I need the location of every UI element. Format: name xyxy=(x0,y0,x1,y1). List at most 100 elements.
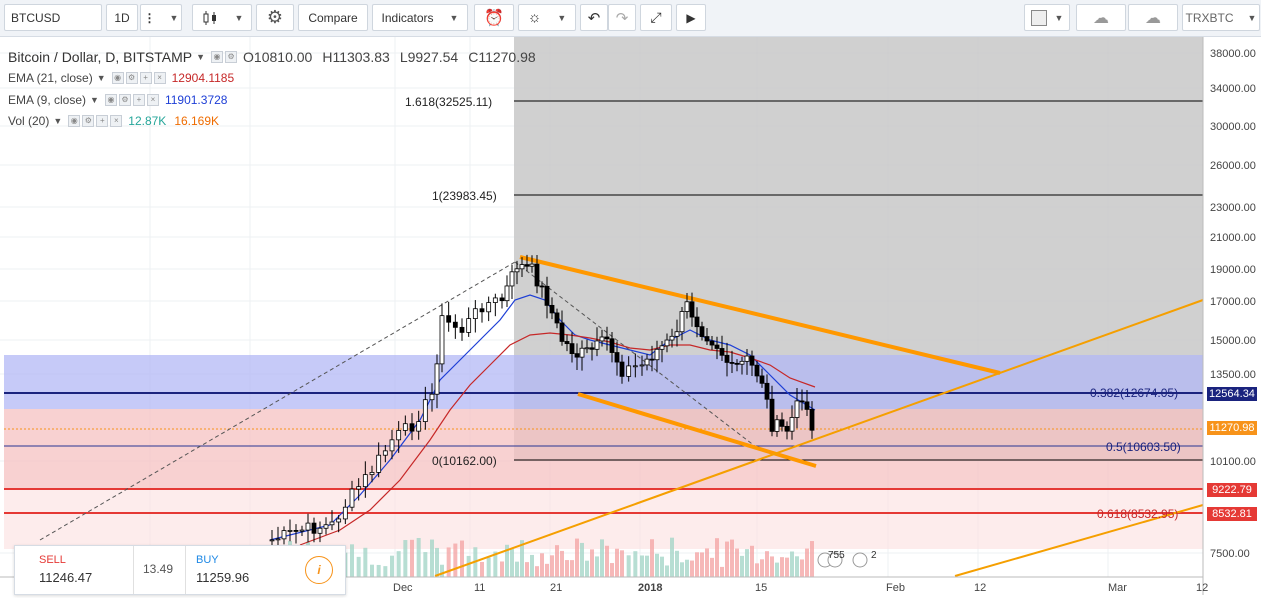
candle-body xyxy=(534,263,540,287)
gear-icon[interactable]: ⚙ xyxy=(125,72,138,84)
volume-bar xyxy=(785,557,789,577)
price-tick-label: 23000.00 xyxy=(1210,202,1256,214)
replay-button[interactable]: ▶ xyxy=(676,4,706,31)
settings-button[interactable]: ⚙ xyxy=(256,4,294,31)
plus-icon[interactable]: + xyxy=(132,94,145,106)
ema9-buttons[interactable]: ◉ ⚙ + × xyxy=(104,94,159,106)
candle-body xyxy=(714,344,720,349)
event-count-2: 2 xyxy=(871,550,877,561)
chevron-down-icon: ▼ xyxy=(1247,12,1257,23)
candle-body xyxy=(659,345,665,350)
volume-bar xyxy=(555,545,559,577)
interval-button[interactable]: 1D xyxy=(106,4,138,31)
volume-bar xyxy=(810,541,814,577)
compare-button[interactable]: Compare xyxy=(298,4,368,31)
buy-label: BUY xyxy=(196,554,219,566)
close-icon[interactable]: × xyxy=(110,115,123,127)
watchlist-symbol-button[interactable]: TRXBTC ▼ xyxy=(1182,4,1260,31)
symbol-title: Bitcoin / Dollar, D, BITSTAMP xyxy=(8,49,193,65)
indicators-label: Indicators xyxy=(381,10,434,25)
volume-bar xyxy=(690,560,694,577)
candle-body xyxy=(486,302,492,313)
volume-bar xyxy=(626,555,631,577)
candle-body xyxy=(544,285,550,306)
candle-body xyxy=(422,399,428,422)
candle-body xyxy=(619,361,625,377)
indicators-button[interactable]: Indicators ▼ xyxy=(372,4,468,31)
volume-bar xyxy=(790,551,794,577)
sell-button[interactable]: SELL 11246.47 xyxy=(15,546,134,594)
close-icon[interactable]: × xyxy=(153,72,166,84)
legend-buttons[interactable]: ◉ ⚙ xyxy=(211,51,238,63)
alert-button[interactable]: ⏰ xyxy=(474,4,514,31)
candle-body xyxy=(514,268,520,273)
symbol-search-input[interactable]: BTCUSD xyxy=(4,4,102,31)
candle-body xyxy=(389,439,395,452)
price-tick-label: 13500.00 xyxy=(1210,369,1256,381)
candle-body xyxy=(299,529,305,532)
symbol-text: BTCUSD xyxy=(11,10,61,25)
gear-icon[interactable]: ⚙ xyxy=(225,51,238,63)
chart-type-button[interactable]: ▼ xyxy=(192,4,252,31)
load-layout-button[interactable]: ☁ xyxy=(1076,4,1126,31)
candle-body xyxy=(779,419,785,427)
price-tick-label: 19000.00 xyxy=(1210,264,1256,276)
ema9-label: EMA (9, close) xyxy=(8,93,87,107)
close-icon[interactable]: × xyxy=(146,94,159,106)
volume-buttons[interactable]: ◉ ⚙ + × xyxy=(68,115,123,127)
info-button[interactable]: i xyxy=(305,556,333,584)
time-tick-label: 12 xyxy=(1196,582,1208,594)
compare-label: Compare xyxy=(308,10,358,25)
plus-icon[interactable]: + xyxy=(139,72,152,84)
candle-body xyxy=(809,408,815,431)
save-layout-button[interactable]: ☁ xyxy=(1128,4,1178,31)
volume-bar xyxy=(376,564,381,577)
eye-icon[interactable]: ◉ xyxy=(104,94,117,106)
candle-body xyxy=(524,264,530,267)
candle-body xyxy=(429,393,435,401)
volume-bar xyxy=(530,554,534,577)
cloud-upload-icon: ☁ xyxy=(1145,9,1161,27)
undo-button[interactable]: ↶ xyxy=(580,4,608,31)
gear-icon[interactable]: ⚙ xyxy=(118,94,131,106)
candle-body xyxy=(509,271,515,287)
volume-value-1: 12.87K xyxy=(128,114,167,128)
info-icon: i xyxy=(317,563,321,577)
layout-button[interactable]: ▼ xyxy=(1024,4,1070,31)
interval-dropdown[interactable]: ⋮ ▼ xyxy=(140,4,182,31)
price-chart[interactable]: 1.618(32525.11) 1(23983.45) 0(10162.00) 0.3… xyxy=(0,37,1261,595)
volume-bar xyxy=(410,539,414,577)
gear-icon[interactable]: ⚙ xyxy=(82,115,95,127)
eye-icon[interactable]: ◉ xyxy=(111,72,124,84)
redo-button[interactable]: ↷ xyxy=(608,4,636,31)
chevron-down-icon: ▼ xyxy=(90,95,99,105)
volume-bar xyxy=(805,548,809,577)
volume-bar xyxy=(750,545,754,577)
candle-body xyxy=(342,506,348,520)
candle-body xyxy=(287,530,293,532)
candle-body xyxy=(459,326,465,333)
eye-icon[interactable]: ◉ xyxy=(68,115,81,127)
candle-body xyxy=(689,301,695,318)
candle-body xyxy=(729,362,735,364)
candle-body xyxy=(293,530,299,532)
eye-icon[interactable]: ◉ xyxy=(211,51,224,63)
volume-bar xyxy=(760,559,764,577)
ema21-buttons[interactable]: ◉ ⚙ + × xyxy=(111,72,166,84)
fullscreen-button[interactable]: ⤢ xyxy=(640,4,672,31)
candle-body xyxy=(769,398,775,432)
candle-body xyxy=(599,336,605,342)
time-tick-label: 12 xyxy=(974,582,986,594)
volume-bar xyxy=(430,539,434,577)
volume-bar xyxy=(685,559,689,577)
volume-bar xyxy=(610,563,614,577)
chart-area[interactable]: 1.618(32525.11) 1(23983.45) 0(10162.00) 0.3… xyxy=(0,37,1261,595)
volume-bar xyxy=(680,562,684,577)
volume-bar xyxy=(665,565,669,577)
candle-body xyxy=(416,421,422,432)
candle-body xyxy=(749,355,755,366)
buy-button[interactable]: BUY 11259.96 xyxy=(185,546,296,594)
candle-body xyxy=(649,358,655,361)
plus-icon[interactable]: + xyxy=(96,115,109,127)
ideas-button[interactable]: ☼ ▼ xyxy=(518,4,576,31)
